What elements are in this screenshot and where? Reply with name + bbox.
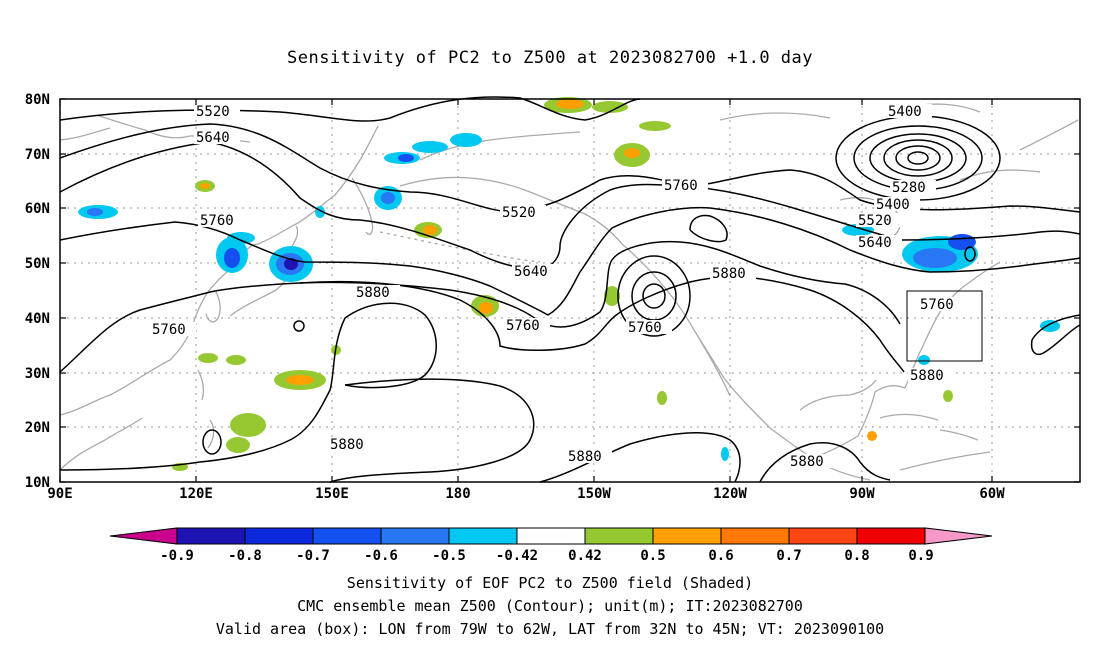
colorbar-bin	[380, 527, 450, 545]
lat-axis-labels: 80N 70N 60N 50N 40N 30N 20N 10N	[25, 92, 50, 491]
colorbar-label: 0.9	[908, 548, 933, 564]
colorbar-bin	[652, 527, 722, 545]
lat-tick-label: 60N	[25, 201, 50, 217]
colorbar-label: -0.9	[160, 548, 194, 564]
colorbar	[109, 527, 993, 545]
contour-label: 5880	[712, 266, 746, 282]
sensitivity-shading	[78, 97, 1060, 471]
colorbar-bin	[720, 527, 790, 545]
colorbar-label: -0.8	[228, 548, 262, 564]
lat-tick-label: 50N	[25, 256, 50, 272]
lon-tick-label: 150W	[577, 486, 611, 502]
contour-label: 5760	[664, 178, 698, 194]
lon-tick-label: 60W	[979, 486, 1005, 502]
contour-label: 5640	[514, 264, 548, 280]
contour-label: 5880	[356, 285, 390, 301]
colorbar-label: 0.8	[844, 548, 869, 564]
tick-marks	[59, 98, 1080, 483]
colorbar-label: -0.6	[364, 548, 398, 564]
footer-line-3: Valid area (box): LON from 79W to 62W, L…	[215, 620, 885, 638]
colorbar-bin	[516, 527, 586, 545]
colorbar-low-triangle	[109, 527, 178, 545]
colorbar-bin	[176, 527, 246, 545]
contour-label: 5520	[858, 213, 892, 229]
contour-label: 5640	[858, 235, 892, 251]
lon-axis-labels: 90E 120E 150E 180 150W 120W 90W 60W	[47, 486, 1005, 502]
contour-label: 5880	[790, 454, 824, 470]
coastlines	[59, 103, 1079, 481]
lat-tick-label: 80N	[25, 92, 50, 108]
colorbar-bin	[448, 527, 518, 545]
colorbar-bin	[312, 527, 382, 545]
lon-tick-label: 150E	[315, 486, 349, 502]
lat-tick-label: 70N	[25, 147, 50, 163]
colorbar-label: 0.6	[708, 548, 733, 564]
chart-title: Sensitivity of PC2 to Z500 at 2023082700…	[286, 48, 813, 68]
lon-tick-label: 90E	[47, 486, 72, 502]
valid-area-box	[906, 290, 983, 362]
lat-tick-label: 20N	[25, 420, 50, 436]
contour-label: 5880	[330, 437, 364, 453]
colorbar-bin	[788, 527, 858, 545]
contour-label: 5400	[876, 197, 910, 213]
contour-label: 5760	[506, 318, 540, 334]
colorbar-label: 0.42	[568, 548, 602, 564]
colorbar-label: 0.5	[640, 548, 665, 564]
contour-label: 5760	[200, 213, 234, 229]
lon-tick-label: 120W	[713, 486, 747, 502]
lat-tick-label: 40N	[25, 311, 50, 327]
contour-label: 5760	[152, 322, 186, 338]
lon-tick-label: 180	[445, 486, 470, 502]
colorbar-labels: -0.9 -0.8 -0.7 -0.6 -0.5 -0.42 0.42 0.5 …	[160, 548, 934, 564]
lat-tick-label: 30N	[25, 366, 50, 382]
contour-label: 5880	[568, 449, 602, 465]
contour-labels: 5520 5640 5760 5760 5880 5880 5520 5640 …	[150, 104, 964, 470]
colorbar-bin	[856, 527, 926, 545]
contour-label: 5280	[892, 180, 926, 196]
colorbar-label: -0.5	[432, 548, 466, 564]
contour-label: 5760	[920, 297, 954, 313]
contour-label: 5520	[502, 205, 536, 221]
contour-label: 5520	[196, 104, 230, 120]
lon-tick-label: 90W	[849, 486, 875, 502]
colorbar-label: 0.7	[776, 548, 801, 564]
contour-label: 5880	[910, 368, 944, 384]
colorbar-high-triangle	[924, 527, 993, 545]
colorbar-bin	[584, 527, 654, 545]
lat-tick-label: 10N	[25, 475, 50, 491]
lon-tick-label: 120E	[179, 486, 213, 502]
contour-label: 5760	[628, 320, 662, 336]
colorbar-label: -0.7	[296, 548, 330, 564]
colorbar-label: -0.42	[496, 548, 538, 564]
contour-label: 5640	[196, 130, 230, 146]
footer-line-2: CMC ensemble mean Z500 (Contour); unit(m…	[297, 597, 803, 615]
footer-line-1: Sensitivity of EOF PC2 to Z500 field (Sh…	[346, 574, 754, 592]
colorbar-bin	[244, 527, 314, 545]
contour-label: 5400	[888, 104, 922, 120]
map-border	[59, 98, 1081, 483]
